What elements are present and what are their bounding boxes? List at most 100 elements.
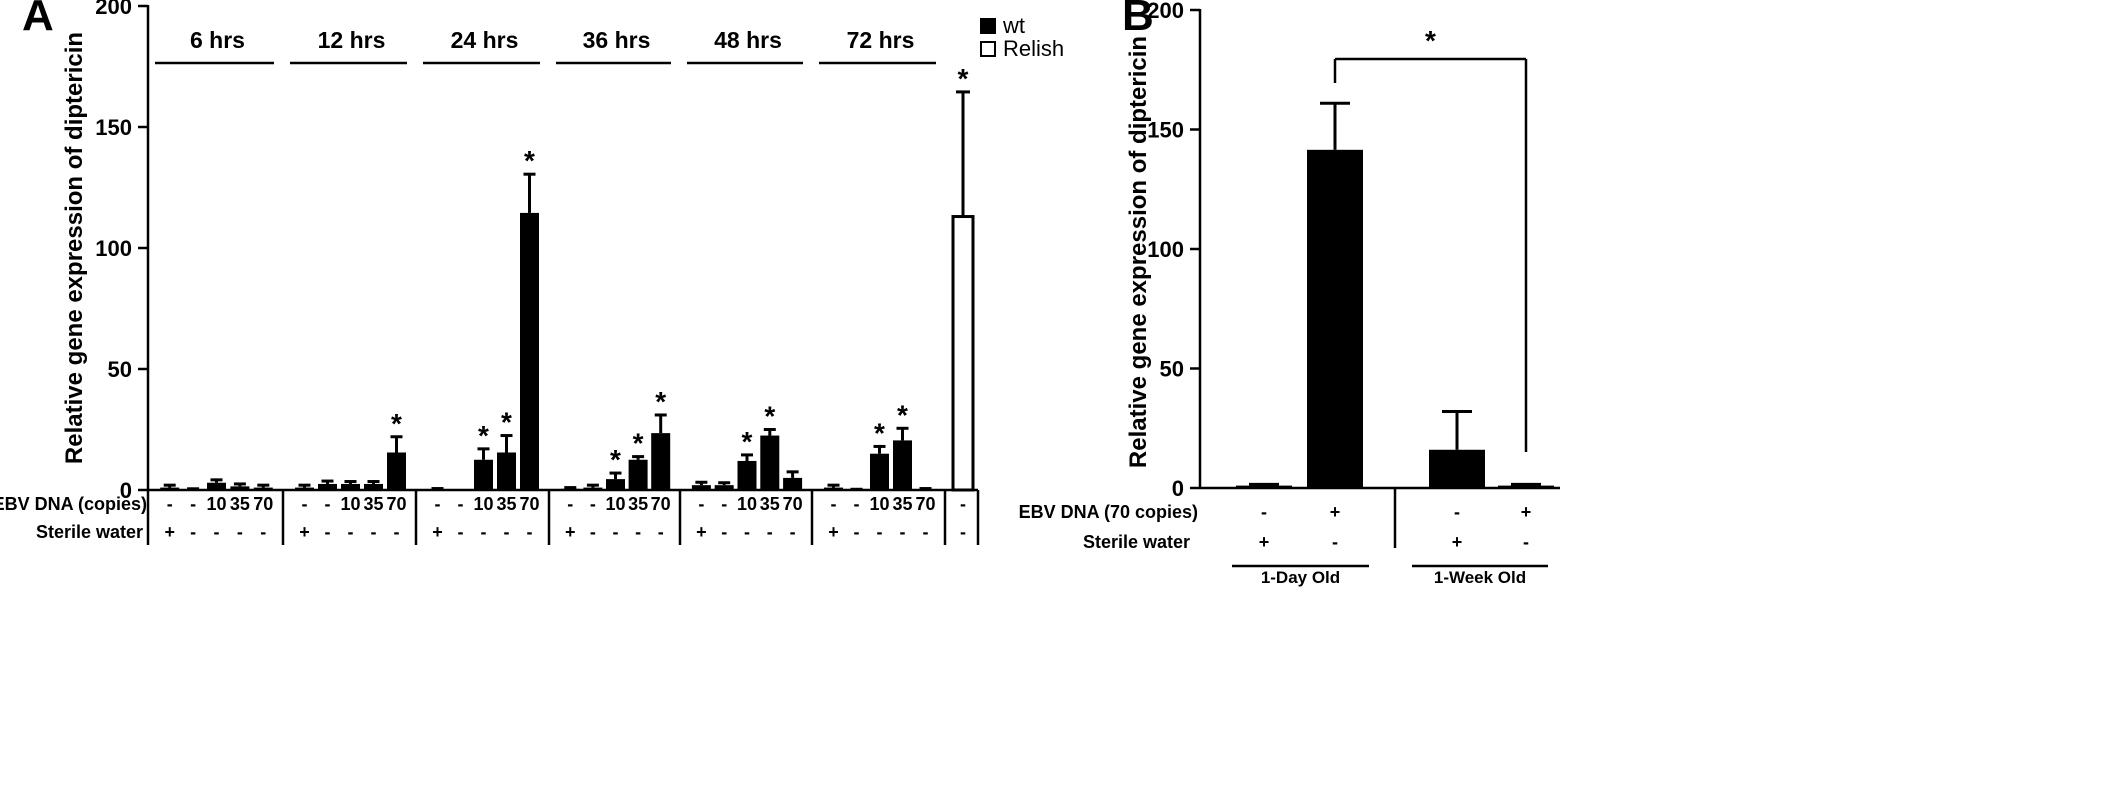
ebv-condition: -: [458, 494, 464, 514]
ebv-condition: 10: [605, 494, 625, 514]
ebv-condition: 10: [737, 494, 757, 514]
significance-star: *: [764, 401, 775, 432]
ebv-condition: 70: [915, 494, 935, 514]
water-condition: -: [613, 522, 619, 542]
y-tick-label: 0: [1172, 476, 1184, 501]
ebv-condition: 70: [519, 494, 539, 514]
water-condition: -: [635, 522, 641, 542]
ebv-condition: -: [721, 494, 727, 514]
bar-wt: [628, 459, 648, 490]
group-label: 48 hrs: [714, 27, 782, 53]
water-condition: -: [923, 522, 929, 542]
bar-wt: [760, 435, 780, 490]
significance-star: *: [610, 444, 621, 475]
group-label: 24 hrs: [451, 27, 519, 53]
y-tick-label: 50: [1160, 357, 1184, 382]
y-tick-label: 150: [1147, 118, 1184, 143]
water-condition: +: [299, 522, 310, 542]
ebv-condition: 70: [253, 494, 273, 514]
ebv-condition: -: [302, 494, 308, 514]
bar-wt: [387, 452, 406, 490]
water-condition: -: [190, 522, 196, 542]
bar-wt: [230, 486, 250, 490]
significance-star: *: [958, 63, 969, 94]
water-condition: -: [1523, 532, 1529, 552]
ebv-condition: 70: [651, 494, 671, 514]
significance-star: *: [478, 420, 489, 451]
bar-wt: [893, 440, 912, 490]
water-condition: -: [721, 522, 727, 542]
bar-wt: [691, 485, 711, 490]
y-tick-label: 200: [95, 0, 132, 19]
water-condition: -: [527, 522, 533, 542]
group-label: 12 hrs: [318, 27, 386, 53]
water-condition: -: [348, 522, 354, 542]
water-condition: -: [900, 522, 906, 542]
y-tick-label: 100: [1147, 237, 1184, 262]
water-condition: +: [432, 522, 443, 542]
ebv-condition: -: [190, 494, 196, 514]
bar-wt: [737, 460, 757, 490]
ebv-condition: 10: [473, 494, 493, 514]
bar: [1498, 485, 1554, 488]
water-condition: -: [790, 522, 796, 542]
legend-swatch-relish: [980, 41, 996, 57]
bar-wt: [341, 483, 360, 490]
ebv-condition: -: [435, 494, 441, 514]
bar-wt: [364, 483, 383, 490]
bar-wt: [606, 479, 625, 490]
ebv-condition: +: [1521, 502, 1532, 522]
bar-wt: [870, 453, 889, 490]
group-label: 36 hrs: [583, 27, 651, 53]
water-condition: -: [458, 522, 464, 542]
water-condition: -: [590, 522, 596, 542]
significance-star: *: [655, 386, 666, 417]
water-condition: +: [565, 522, 576, 542]
significance-star: *: [874, 417, 885, 448]
row-label-ebv: EBV DNA (copies): [0, 494, 147, 514]
ebv-condition: -: [960, 494, 966, 514]
panel-b: B 0 50 100 150 200 Relative gene expression of…: [1019, 0, 1560, 587]
significance-star: *: [897, 399, 908, 430]
ebv-condition: 10: [340, 494, 360, 514]
bar-wt: [318, 483, 337, 490]
water-condition: -: [1332, 532, 1338, 552]
bar-wt: [714, 485, 734, 490]
row-label-water: Sterile water: [36, 522, 143, 542]
bar-wt: [207, 482, 226, 490]
ebv-condition: 35: [628, 494, 648, 514]
ebv-condition: -: [1454, 502, 1460, 522]
water-condition: -: [960, 522, 966, 542]
row-label-ebv: EBV DNA (70 copies): [1019, 502, 1198, 522]
bar: [1307, 149, 1363, 488]
group-label: 6 hrs: [190, 27, 245, 53]
y-tick-label: 100: [95, 236, 132, 261]
water-condition: -: [854, 522, 860, 542]
y-axis-title: Relative gene expression of diptericin: [61, 32, 88, 464]
bar-wt: [651, 433, 671, 490]
bar: [1429, 449, 1485, 488]
ebv-condition: -: [567, 494, 573, 514]
ebv-condition: +: [1330, 502, 1341, 522]
y-tick-label: 200: [1147, 0, 1184, 23]
significance-star: *: [1425, 25, 1436, 56]
bar-wt: [783, 477, 803, 490]
bar-wt: [160, 487, 180, 490]
row-label-water: Sterile water: [1083, 532, 1190, 552]
ebv-condition: 35: [760, 494, 780, 514]
panel-label-b: B: [1122, 0, 1154, 40]
water-condition: +: [164, 522, 175, 542]
bar-wt: [497, 452, 516, 490]
ebv-condition: -: [854, 494, 860, 514]
y-axis-title: Relative gene expression of diptericin: [1125, 36, 1152, 468]
ebv-condition: 35: [892, 494, 912, 514]
ebv-condition: 70: [783, 494, 803, 514]
bar-relish: [951, 215, 975, 492]
significance-star: *: [742, 426, 753, 457]
ebv-condition: -: [325, 494, 331, 514]
bar-wt: [824, 487, 843, 490]
water-condition: -: [260, 522, 266, 542]
bar-wt: [560, 488, 580, 490]
bar-wt: [295, 487, 314, 490]
